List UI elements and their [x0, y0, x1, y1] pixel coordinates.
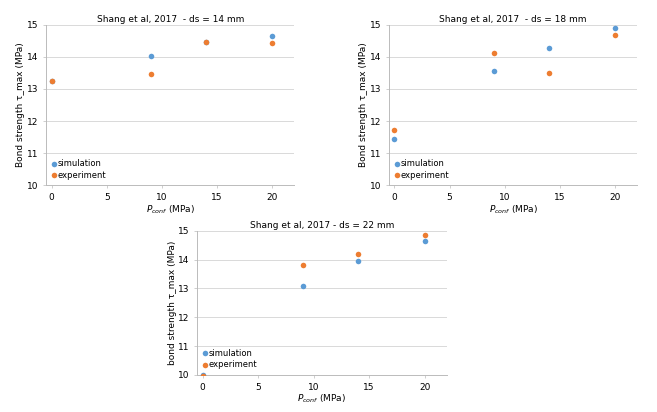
X-axis label: $P_{conf}$ (MPa): $P_{conf}$ (MPa) [146, 204, 194, 216]
experiment [267, 40, 278, 46]
experiment [297, 262, 307, 268]
simulation [201, 39, 212, 46]
X-axis label: $P_{conf}$ (MPa): $P_{conf}$ (MPa) [489, 204, 537, 216]
Y-axis label: bond strength τ_max (MPa): bond strength τ_max (MPa) [168, 241, 177, 365]
simulation [389, 136, 399, 142]
simulation [297, 282, 307, 289]
simulation [419, 237, 430, 244]
experiment [489, 49, 499, 56]
Legend: simulation, experiment: simulation, experiment [50, 157, 108, 181]
simulation [267, 33, 278, 39]
simulation [544, 45, 555, 52]
simulation [146, 53, 156, 59]
simulation [610, 25, 620, 31]
experiment [46, 78, 57, 84]
experiment [610, 32, 620, 39]
Legend: simulation, experiment: simulation, experiment [201, 347, 259, 371]
experiment [389, 127, 399, 133]
Title: Shang et al, 2017 - ds = 22 mm: Shang et al, 2017 - ds = 22 mm [250, 221, 394, 230]
experiment [544, 70, 555, 76]
simulation [197, 372, 208, 378]
experiment [146, 70, 156, 77]
Y-axis label: Bond strength τ_max (MPa): Bond strength τ_max (MPa) [359, 43, 369, 167]
X-axis label: $P_{conf}$ (MPa): $P_{conf}$ (MPa) [298, 393, 346, 405]
experiment [197, 372, 208, 379]
Legend: simulation, experiment: simulation, experiment [393, 157, 451, 181]
Title: Shang et al, 2017  - ds = 18 mm: Shang et al, 2017 - ds = 18 mm [440, 15, 587, 24]
simulation [489, 68, 499, 74]
simulation [353, 258, 363, 265]
simulation [46, 78, 57, 84]
experiment [201, 38, 212, 45]
Title: Shang et al, 2017  - ds = 14 mm: Shang et al, 2017 - ds = 14 mm [97, 15, 244, 24]
Y-axis label: Bond strength τ_max (MPa): Bond strength τ_max (MPa) [16, 43, 26, 167]
experiment [419, 232, 430, 238]
experiment [353, 251, 363, 258]
